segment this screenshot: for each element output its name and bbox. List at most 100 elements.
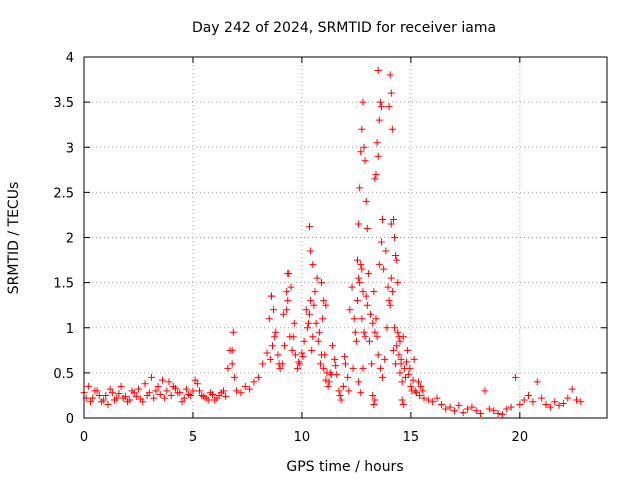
data-point xyxy=(286,333,294,341)
data-point xyxy=(468,403,476,411)
data-point xyxy=(359,98,367,106)
data-point xyxy=(516,400,524,408)
data-point xyxy=(307,247,315,255)
data-point xyxy=(161,394,169,402)
data-point xyxy=(106,385,114,393)
data-point xyxy=(369,319,377,327)
data-point xyxy=(91,387,99,395)
data-point xyxy=(360,143,368,151)
data-point xyxy=(406,364,414,372)
data-point xyxy=(410,355,418,363)
data-point xyxy=(316,360,324,368)
data-point xyxy=(433,394,441,402)
data-point xyxy=(169,382,177,390)
data-point xyxy=(372,170,380,178)
data-point xyxy=(408,387,416,395)
data-point xyxy=(284,297,292,305)
data-point xyxy=(381,355,389,363)
data-point xyxy=(419,387,427,395)
data-point xyxy=(388,288,396,296)
data-point xyxy=(178,398,186,406)
data-point xyxy=(399,400,407,408)
data-point xyxy=(268,342,276,350)
y-tick-label: 0 xyxy=(66,412,74,427)
data-point xyxy=(294,364,302,372)
data-point xyxy=(455,401,463,409)
data-point xyxy=(360,328,368,336)
data-point xyxy=(265,315,273,323)
y-tick-label: 2.5 xyxy=(53,186,74,201)
y-axis-label: SRMTID / TECUs xyxy=(6,182,22,295)
data-point xyxy=(446,403,454,411)
data-point xyxy=(394,279,402,287)
data-point xyxy=(393,342,401,350)
data-point xyxy=(384,283,392,291)
data-point xyxy=(412,389,420,397)
data-point xyxy=(564,394,572,402)
data-point xyxy=(503,405,511,413)
data-point xyxy=(385,297,393,305)
data-point xyxy=(352,337,360,345)
data-point xyxy=(387,89,395,97)
data-point xyxy=(417,382,425,390)
data-point xyxy=(322,301,330,309)
data-point xyxy=(507,403,515,411)
data-point xyxy=(377,238,385,246)
data-point xyxy=(191,376,199,384)
data-point xyxy=(367,310,375,318)
data-point xyxy=(108,389,116,397)
data-point xyxy=(359,364,367,372)
data-point xyxy=(320,364,328,372)
data-point xyxy=(209,391,217,399)
data-point xyxy=(204,396,212,404)
data-point xyxy=(280,342,288,350)
data-point xyxy=(377,103,385,111)
data-point xyxy=(372,315,380,323)
x-tick-label: 0 xyxy=(80,430,88,445)
data-point xyxy=(200,392,208,400)
data-point xyxy=(130,389,138,397)
data-point xyxy=(180,394,188,402)
data-point xyxy=(230,373,238,381)
data-point xyxy=(477,409,485,417)
data-point xyxy=(361,157,369,165)
data-point xyxy=(494,409,502,417)
data-point xyxy=(267,292,275,300)
data-point xyxy=(359,288,367,296)
data-point xyxy=(375,261,383,269)
data-point xyxy=(296,360,304,368)
data-point xyxy=(323,369,331,377)
data-point xyxy=(437,400,445,408)
data-point xyxy=(424,396,432,404)
data-point xyxy=(357,389,365,397)
data-point xyxy=(283,306,291,314)
data-point xyxy=(404,346,412,354)
data-point xyxy=(498,410,506,418)
data-point xyxy=(371,396,379,404)
data-point xyxy=(117,382,125,390)
data-point xyxy=(358,125,366,133)
data-point xyxy=(228,360,236,368)
data-point xyxy=(442,405,450,413)
data-point xyxy=(375,116,383,124)
data-point xyxy=(318,279,326,287)
data-point xyxy=(339,382,347,390)
data-point xyxy=(263,349,271,357)
data-point xyxy=(266,355,274,363)
data-point xyxy=(304,319,312,327)
data-point xyxy=(409,376,417,384)
data-point xyxy=(362,292,370,300)
data-point xyxy=(336,391,344,399)
data-point xyxy=(533,378,541,386)
data-point xyxy=(340,353,348,361)
data-point xyxy=(189,387,197,395)
data-point xyxy=(295,358,303,366)
data-point xyxy=(284,270,292,278)
data-point xyxy=(246,385,254,393)
data-point xyxy=(272,328,280,336)
data-point xyxy=(396,337,404,345)
data-point xyxy=(542,400,550,408)
chart-title: Day 242 of 2024, SRMTID for receiver iam… xyxy=(192,20,496,36)
data-point xyxy=(357,148,365,156)
data-point xyxy=(568,385,576,393)
